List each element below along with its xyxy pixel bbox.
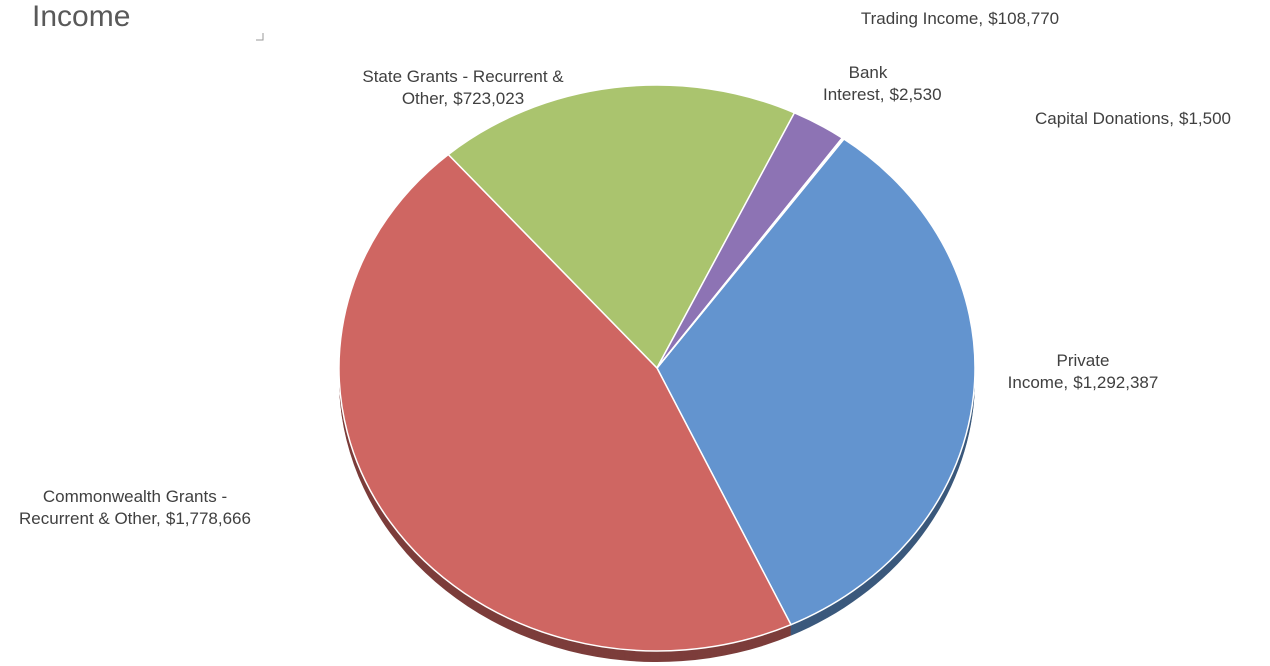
data-label: Commonwealth Grants - Recurrent & Other$… <box>10 486 260 530</box>
label-value: $2,530 <box>889 85 942 104</box>
slice <box>338 153 792 652</box>
slice <box>656 137 846 369</box>
label-value: $1,500 <box>1179 109 1232 128</box>
slice <box>447 84 796 370</box>
chart-title: Income <box>32 0 131 33</box>
data-label: Bank Interest$2,530 <box>823 62 942 106</box>
data-label: Private Income$1,292,387 <box>998 350 1168 394</box>
data-label: Capital Donations $1,500 <box>983 108 1270 130</box>
label-value: $1,292,387 <box>1073 373 1159 392</box>
corner-mark <box>256 33 264 41</box>
data-label: State Grants - Recurrent & Other$723,023 <box>333 66 593 110</box>
label-category: Trading Income <box>861 9 983 28</box>
slice <box>656 138 976 626</box>
label-category: Bank Interest <box>823 63 887 104</box>
label-value: $108,770 <box>988 9 1060 28</box>
label-value: $1,778,666 <box>165 509 251 528</box>
data-label: Trading Income $108,770 <box>810 8 1110 30</box>
label-category: Capital Donations <box>1035 109 1174 128</box>
label-value: $723,023 <box>453 89 525 108</box>
